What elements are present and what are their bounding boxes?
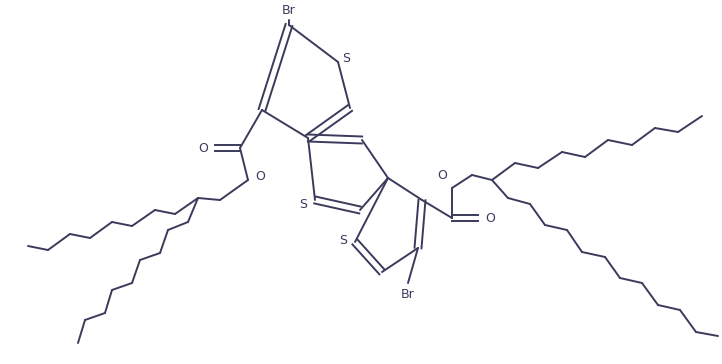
Text: S: S [339,233,347,246]
Text: O: O [198,142,208,154]
Text: S: S [342,52,350,66]
Text: O: O [437,169,447,182]
Text: Br: Br [282,4,296,16]
Text: O: O [485,211,495,225]
Text: Br: Br [401,289,415,301]
Text: O: O [255,170,265,182]
Text: S: S [299,198,307,211]
